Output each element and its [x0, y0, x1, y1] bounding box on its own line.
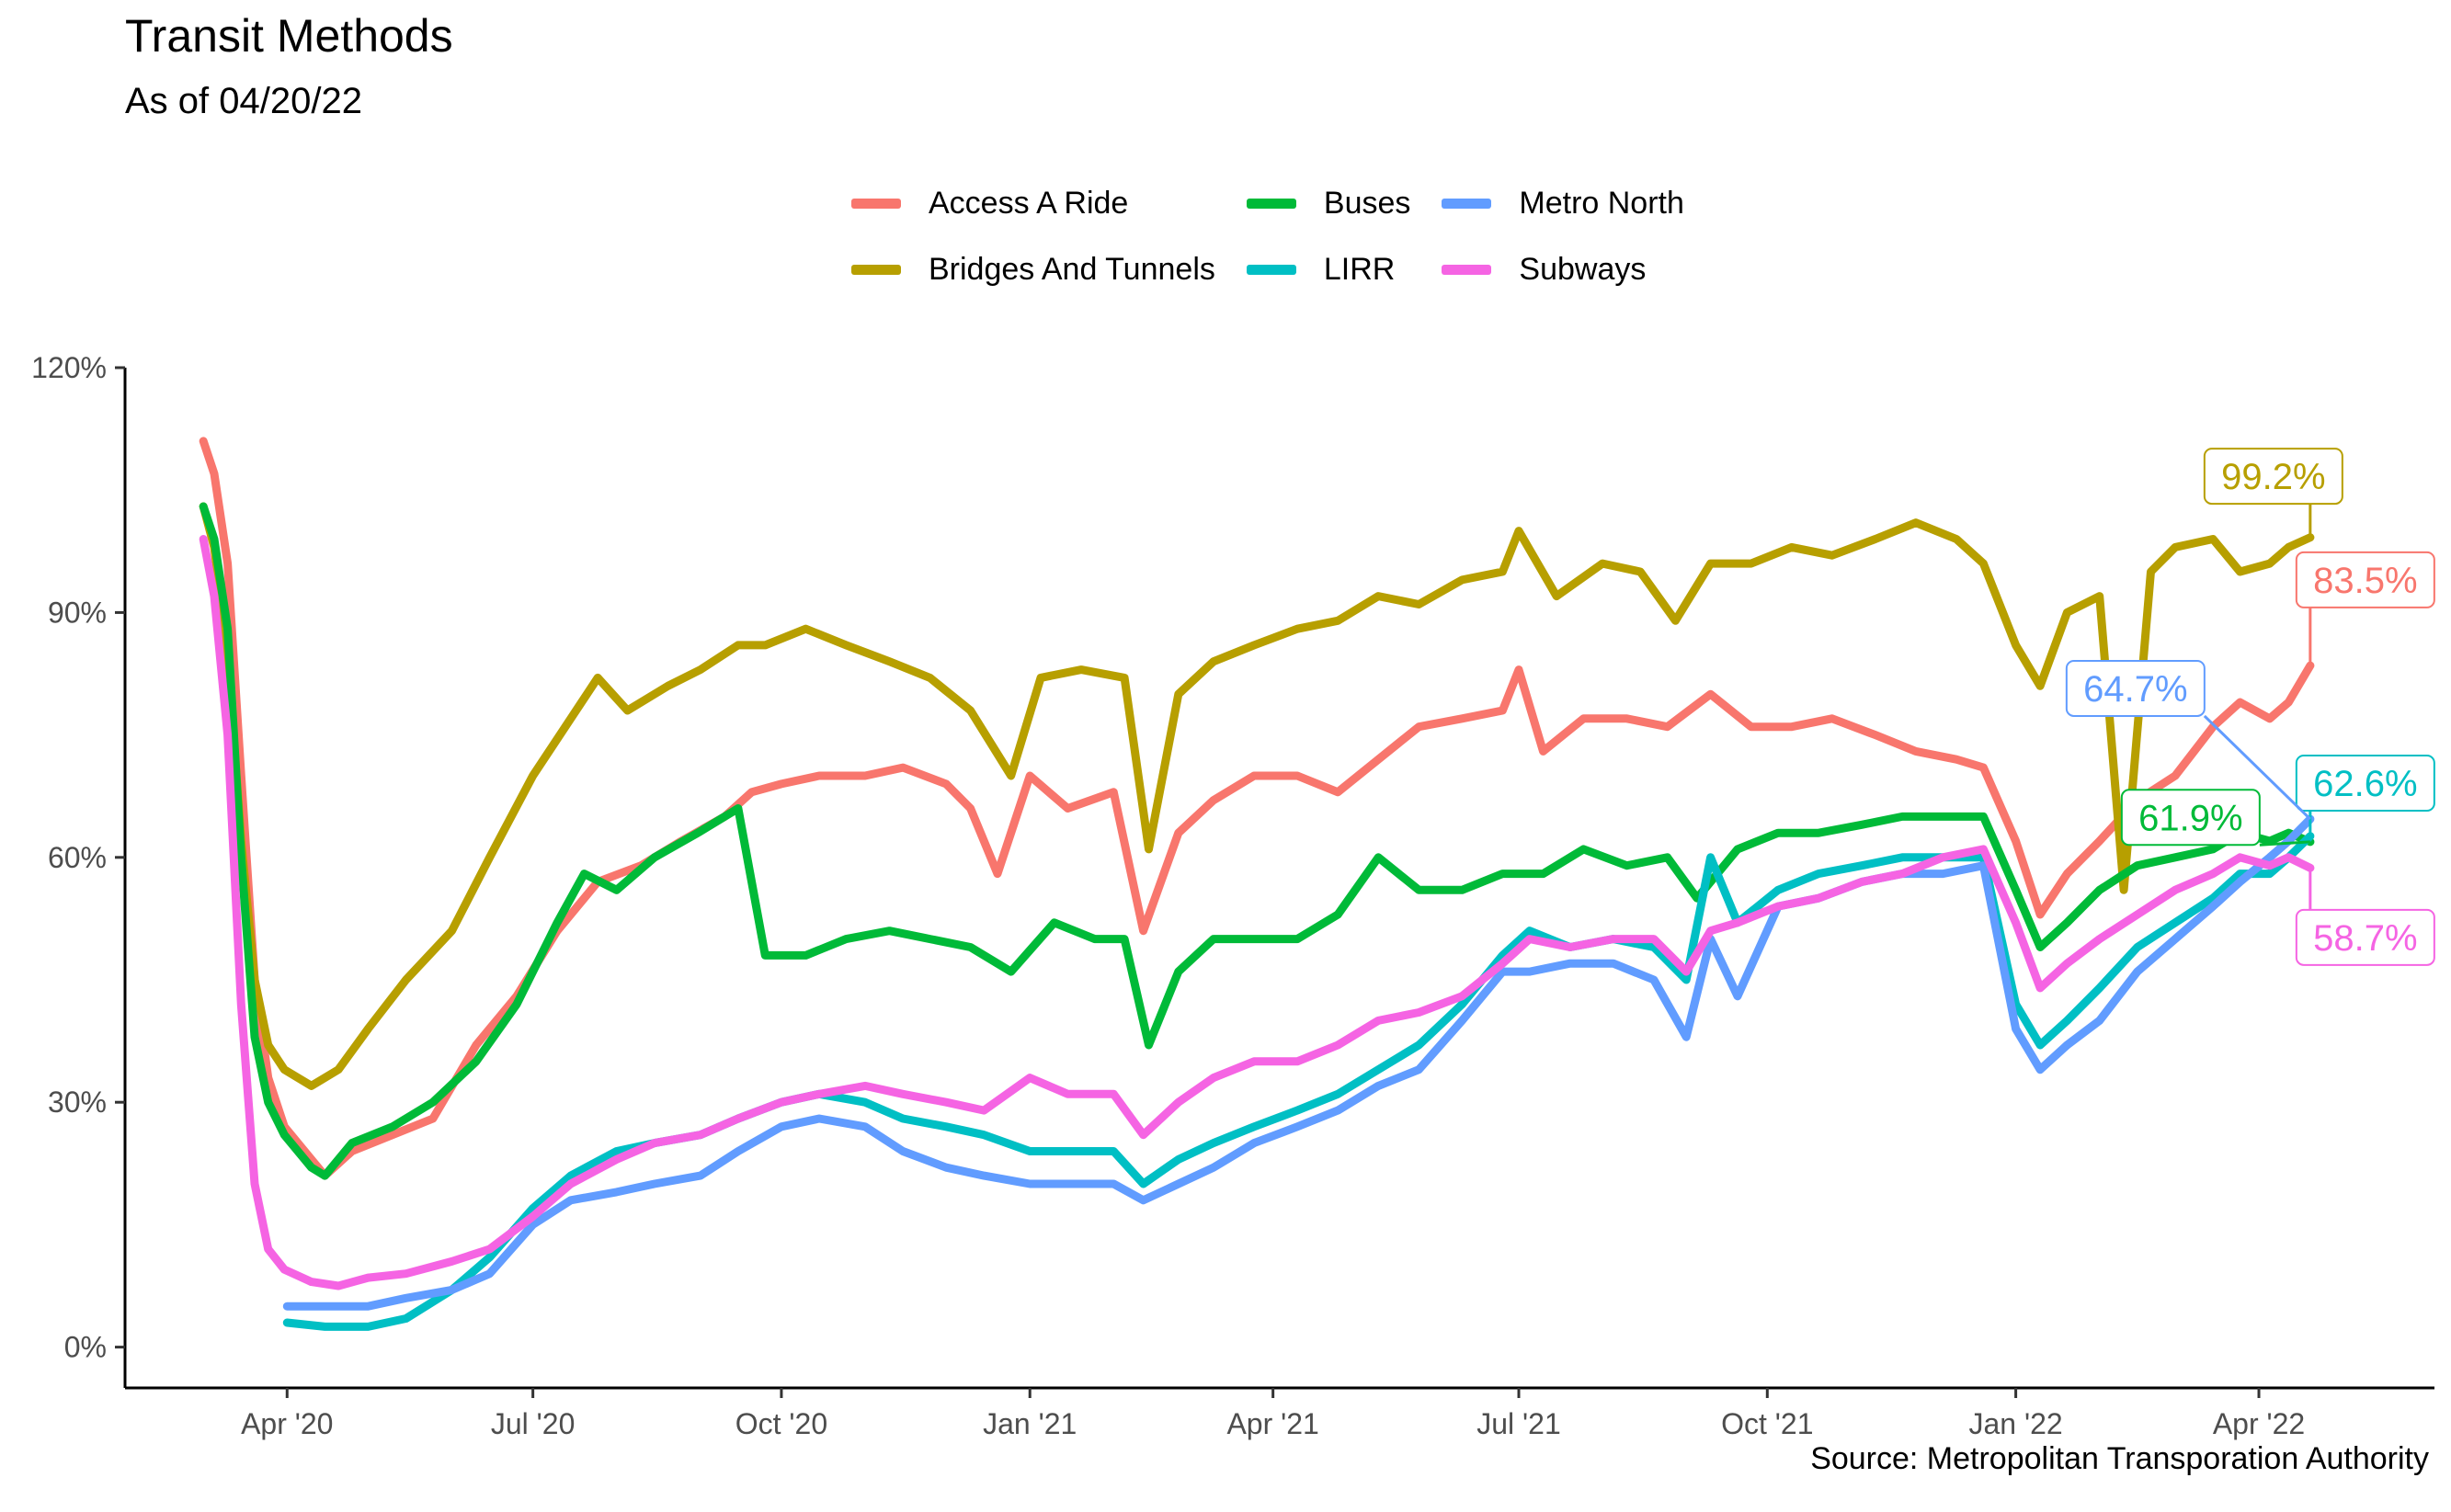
legend-swatch-metro-north	[1442, 198, 1492, 209]
y-tick-label: 120%	[31, 351, 107, 384]
y-tick-label: 90%	[48, 596, 107, 629]
chart-subtitle: As of 04/20/22	[125, 81, 362, 121]
series-line-access-a-ride	[199, 437, 2315, 1180]
legend-label-subways: Subways	[1519, 251, 1647, 287]
legend-item-lirr: LIRR	[1246, 246, 1411, 292]
end-label-box	[2203, 448, 2343, 506]
end-label-text: 99.2%	[2221, 457, 2325, 497]
end-label-box	[2120, 789, 2261, 847]
legend-swatch-bridges-and-tunnels	[851, 264, 901, 275]
legend-swatch-subways	[1442, 264, 1492, 275]
y-tick-label: 60%	[48, 841, 107, 874]
end-label-box	[2295, 754, 2435, 812]
x-tick-label: Jul '20	[491, 1407, 576, 1440]
end-label-text: 83.5%	[2313, 561, 2417, 601]
legend-swatch-lirr	[1246, 264, 1296, 275]
chart-end-labels: 83.5% 99.2% 61.9% 62.6% 64.7% 58.7%	[2065, 448, 2435, 966]
legend: Access A Ride Buses Metro North Bridges …	[851, 180, 1684, 292]
legend-swatch-access-a-ride	[851, 198, 901, 209]
end-label-connector	[2203, 714, 2311, 821]
series-line-bridges-and-tunnels	[199, 502, 2315, 1090]
chart-title: Transit Methods	[125, 10, 453, 62]
end-label-connector	[2259, 840, 2310, 847]
end-label-bridges-and-tunnels: 99.2%	[2203, 448, 2343, 538]
chart-axes: 0% 30% 60% 90% 120% Apr '20 Jul '20 Oct '20 Jan …	[31, 351, 2434, 1440]
legend-label-bridges-and-tunnels: Bridges And Tunnels	[929, 251, 1215, 287]
legend-label-lirr: LIRR	[1323, 251, 1396, 287]
legend-label-metro-north: Metro North	[1519, 185, 1684, 221]
end-label-text: 58.7%	[2313, 918, 2417, 959]
legend-item-subways: Subways	[1442, 246, 1684, 292]
end-label-box	[2295, 551, 2435, 608]
series-line-buses	[199, 502, 2315, 1180]
legend-swatch-buses	[1246, 198, 1296, 209]
legend-item-access-a-ride: Access A Ride	[851, 180, 1215, 226]
y-tick-label: 30%	[48, 1086, 107, 1119]
legend-item-metro-north: Metro North	[1442, 180, 1684, 226]
x-tick-label: Apr '21	[1226, 1407, 1318, 1440]
x-tick-label: Jul '21	[1476, 1407, 1561, 1440]
legend-label-access-a-ride: Access A Ride	[929, 185, 1129, 221]
legend-label-buses: Buses	[1323, 185, 1411, 221]
end-label-box	[2065, 659, 2206, 717]
series-line-metro-north	[282, 814, 2315, 1311]
x-tick-label: Oct '20	[735, 1407, 827, 1440]
end-label-buses: 61.9%	[2120, 789, 2310, 847]
chart-source-caption: Source: Metropolitan Transporation Autho…	[1810, 1441, 2429, 1476]
x-tick-label: Apr '20	[241, 1407, 333, 1440]
end-label-subways: 58.7%	[2295, 868, 2435, 966]
end-label-lirr: 62.6%	[2295, 754, 2435, 836]
end-label-box	[2295, 908, 2435, 966]
x-tick-label: Jan '21	[983, 1407, 1077, 1440]
legend-item-buses: Buses	[1246, 180, 1411, 226]
x-tick-label: Jan '22	[1969, 1407, 2063, 1440]
legend-item-bridges-and-tunnels: Bridges And Tunnels	[851, 246, 1215, 292]
end-label-text: 61.9%	[2138, 798, 2242, 838]
end-label-text: 64.7%	[2083, 669, 2187, 710]
x-tick-label: Apr '22	[2213, 1407, 2305, 1440]
y-tick-label: 0%	[64, 1331, 107, 1364]
end-label-metro-north: 64.7%	[2065, 659, 2311, 821]
end-label-text: 62.6%	[2313, 764, 2417, 804]
series-line-subways	[199, 535, 2315, 1290]
x-tick-label: Oct '21	[1721, 1407, 1813, 1440]
end-label-access-a-ride: 83.5%	[2295, 551, 2435, 666]
chart-series-lines	[199, 437, 2315, 1331]
